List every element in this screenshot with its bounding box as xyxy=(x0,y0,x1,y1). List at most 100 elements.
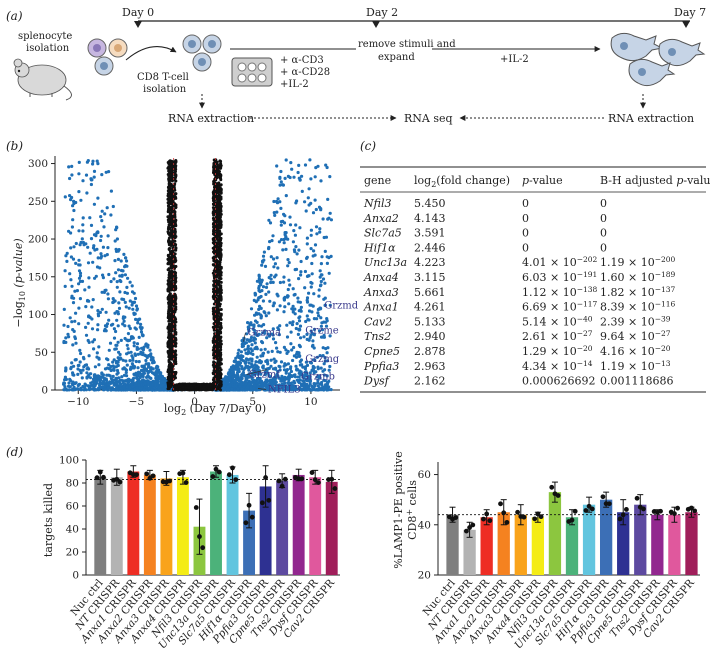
volcano-point-sig xyxy=(68,272,72,276)
volcano-point-sig xyxy=(68,385,72,389)
volcano-point-sig xyxy=(114,378,118,382)
volcano-point-sig xyxy=(235,378,239,382)
volcano-point-ns xyxy=(211,306,215,310)
volcano-x-tick-label: 10 xyxy=(304,396,317,408)
volcano-point-sig xyxy=(77,190,81,194)
volcano-point-sig xyxy=(320,380,324,385)
volcano-point-sig xyxy=(295,252,299,256)
volcano-point-sig xyxy=(120,375,124,379)
volcano-point-ns xyxy=(167,267,171,271)
volcano-point-sig xyxy=(89,223,94,227)
volcano-point-sig xyxy=(131,300,135,304)
volcano-point-sig xyxy=(71,343,75,347)
volcano-point-sig xyxy=(234,356,238,360)
volcano-point-sig xyxy=(242,374,247,378)
volcano-point-sig xyxy=(263,372,267,376)
volcano-point-sig xyxy=(96,323,100,327)
volcano-point-ns xyxy=(167,303,171,306)
volcano-point-sig xyxy=(70,294,74,298)
volcano-point-sig xyxy=(248,338,253,342)
volcano-point-sig xyxy=(249,347,253,351)
volcano-point-sig xyxy=(328,334,332,338)
volcano-point-sig xyxy=(286,264,290,268)
volcano-point-sig xyxy=(284,158,288,162)
volcano-point-sig xyxy=(303,286,307,290)
volcano-point-ns xyxy=(219,351,223,355)
volcano-point-ns xyxy=(168,176,172,180)
volcano-point-sig xyxy=(122,297,126,302)
volcano-point-sig xyxy=(276,326,280,330)
volcano-point-sig xyxy=(326,197,330,201)
volcano-point-sig xyxy=(101,245,105,249)
activated-cells-icon xyxy=(610,32,706,87)
volcano-point-sig xyxy=(86,159,90,163)
volcano-point-sig xyxy=(298,178,302,182)
volcano-point-sig xyxy=(141,334,145,338)
volcano-point-sig xyxy=(275,256,279,260)
volcano-point-ns xyxy=(167,364,171,368)
volcano-point-sig xyxy=(90,305,94,309)
volcano-point-sig xyxy=(99,234,103,238)
volcano-point-ns xyxy=(167,331,171,334)
volcano-point-sig xyxy=(298,308,303,312)
volcano-point-sig xyxy=(273,366,278,370)
volcano-point-sig xyxy=(112,367,116,371)
volcano-point-ns xyxy=(219,183,223,187)
remove-stimuli-label-1: remove stimuli and xyxy=(358,39,456,50)
volcano-point-sig xyxy=(132,366,136,370)
volcano-point-sig xyxy=(313,175,317,179)
volcano-point-sig xyxy=(271,337,276,341)
volcano-point-sig xyxy=(286,174,290,178)
volcano-point-sig xyxy=(294,245,298,249)
volcano-point-sig xyxy=(99,382,103,386)
volcano-point-sig xyxy=(125,363,129,367)
volcano-y-tick-label: 0 xyxy=(41,385,48,397)
volcano-point-sig xyxy=(94,274,98,278)
volcano-point-sig xyxy=(129,335,134,339)
volcano-point-sig xyxy=(327,385,331,389)
volcano-point-sig xyxy=(279,169,283,174)
volcano-point-ns xyxy=(218,236,222,240)
stimulus-cd3: + α-CD3 xyxy=(280,55,324,66)
volcano-point-sig xyxy=(257,324,261,328)
volcano-point-sig xyxy=(329,218,333,222)
volcano-point-sig xyxy=(145,355,149,360)
volcano-point-sig xyxy=(123,290,127,295)
volcano-point-ns xyxy=(217,254,221,258)
volcano-point-sig xyxy=(270,239,274,243)
volcano-point-sig xyxy=(272,357,276,361)
volcano-point-sig xyxy=(132,376,136,380)
volcano-point-ns xyxy=(212,296,216,300)
volcano-point-sig xyxy=(113,239,117,243)
volcano-point-sig xyxy=(297,277,301,281)
volcano-point-sig xyxy=(278,280,282,285)
volcano-point-sig xyxy=(96,312,100,316)
volcano-point-sig xyxy=(82,365,86,369)
volcano-point-sig xyxy=(115,368,120,373)
volcano-point-sig xyxy=(104,310,108,314)
volcano-point-sig xyxy=(249,323,253,327)
volcano-point-sig xyxy=(291,287,295,291)
volcano-point-sig xyxy=(322,297,326,301)
volcano-point-sig xyxy=(115,381,119,385)
volcano-point-sig xyxy=(102,290,106,294)
volcano-point-sig xyxy=(84,363,89,367)
volcano-point-sig xyxy=(294,267,299,271)
volcano-point-sig xyxy=(125,343,129,347)
volcano-point-sig xyxy=(279,180,283,184)
volcano-point-sig xyxy=(249,335,254,340)
volcano-point-sig xyxy=(317,294,321,298)
volcano-point-sig xyxy=(147,362,151,366)
volcano-point-sig xyxy=(121,358,125,362)
volcano-point-sig xyxy=(292,345,296,350)
volcano-point-sig xyxy=(87,285,91,289)
volcano-point-sig xyxy=(91,298,95,302)
volcano-point-sig xyxy=(63,195,67,199)
volcano-point-sig xyxy=(298,315,302,319)
volcano-point-sig xyxy=(328,175,332,179)
volcano-point-sig xyxy=(240,367,244,371)
volcano-x-tick-label: −10 xyxy=(67,396,89,408)
volcano-point-ns xyxy=(167,373,171,377)
volcano-point-sig xyxy=(228,373,232,377)
volcano-point-ns xyxy=(218,218,222,222)
